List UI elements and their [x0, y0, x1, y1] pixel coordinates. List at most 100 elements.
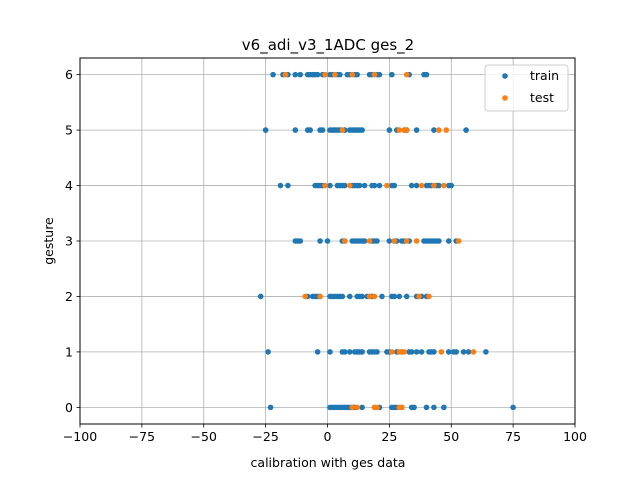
train-point	[445, 238, 452, 244]
train-point	[391, 293, 398, 300]
train-point	[374, 238, 380, 244]
train-point	[413, 349, 420, 355]
train-point	[448, 182, 455, 189]
test-point	[403, 71, 410, 78]
train-point	[463, 127, 469, 133]
train-point	[327, 182, 333, 189]
train-point	[413, 127, 420, 133]
train-point	[391, 182, 398, 189]
train-point	[270, 71, 276, 78]
x-tick-label: 50	[443, 429, 459, 444]
test-point	[317, 293, 323, 300]
train-point	[339, 293, 346, 300]
y-tick-label: 5	[65, 123, 73, 138]
legend-label-test: test	[530, 90, 554, 105]
test-point	[346, 182, 353, 189]
test-point	[342, 238, 348, 244]
train-point	[297, 238, 304, 244]
train-point	[376, 71, 383, 78]
test-point	[455, 238, 462, 244]
train-point	[267, 404, 274, 411]
train-point	[376, 182, 383, 189]
train-point	[396, 293, 403, 300]
train-point	[418, 349, 425, 355]
train-point	[307, 127, 313, 133]
train-point	[277, 182, 284, 189]
train-point	[257, 293, 264, 300]
train-point	[423, 404, 430, 411]
test-point	[403, 238, 410, 244]
test-point	[366, 293, 373, 300]
train-point	[317, 238, 323, 244]
test-point	[371, 293, 378, 300]
y-tick-label: 2	[65, 289, 73, 304]
legend-label-train: train	[530, 68, 559, 83]
test-point	[426, 293, 432, 300]
test-point	[322, 182, 328, 189]
test-point	[396, 127, 403, 133]
y-axis-label: gesture	[41, 217, 56, 265]
train-point	[324, 238, 331, 244]
test-point	[354, 404, 361, 411]
legend-marker-test	[502, 95, 508, 101]
train-point	[483, 349, 489, 355]
train-point	[359, 127, 365, 133]
train-point	[342, 182, 348, 189]
test-point	[302, 293, 309, 300]
y-tick-label: 0	[65, 400, 73, 415]
test-point	[438, 349, 445, 355]
train-point	[356, 182, 363, 189]
test-point	[374, 404, 380, 411]
train-point	[465, 349, 472, 355]
legend-marker-train	[502, 73, 508, 79]
test-point	[339, 127, 346, 133]
train-point	[265, 349, 271, 355]
train-point	[359, 349, 365, 355]
train-point	[374, 349, 380, 355]
test-point	[403, 127, 410, 133]
x-tick-label: 0	[324, 429, 332, 444]
test-point	[332, 71, 338, 78]
train-point	[423, 71, 430, 78]
x-tick-label: 100	[563, 429, 587, 444]
test-point	[366, 238, 373, 244]
train-point	[292, 71, 299, 78]
train-point	[445, 349, 452, 355]
test-point	[389, 349, 395, 355]
train-point	[361, 182, 368, 189]
x-tick-label: −75	[129, 429, 155, 444]
test-point	[441, 182, 447, 189]
test-point	[349, 71, 356, 78]
legend: train test	[484, 64, 569, 112]
data-points	[257, 71, 516, 411]
train-point	[337, 71, 343, 78]
train-point	[359, 293, 365, 300]
test-point	[371, 71, 378, 78]
train-point	[386, 238, 393, 244]
test-point	[416, 293, 422, 300]
test-point	[398, 404, 405, 411]
train-point	[342, 349, 348, 355]
train-point	[389, 71, 395, 78]
test-point	[384, 182, 390, 189]
series-test	[282, 71, 477, 411]
train-point	[285, 182, 291, 189]
train-point	[386, 127, 393, 133]
train-point	[408, 349, 415, 355]
train-point	[327, 349, 333, 355]
train-point	[408, 182, 415, 189]
train-point	[453, 349, 460, 355]
train-point	[314, 349, 321, 355]
train-point	[460, 349, 467, 355]
test-point	[443, 127, 450, 133]
x-axis-label: calibration with ges data	[251, 455, 406, 470]
train-point	[379, 293, 385, 300]
y-tick-label: 3	[65, 234, 73, 249]
test-point	[401, 349, 408, 355]
test-point	[282, 71, 289, 78]
axis-ticks: −100 −75 −50 −25 0 25 50 75 100 0 1 2 3 4 5 6	[63, 67, 587, 444]
test-point	[391, 238, 398, 244]
train-point	[359, 404, 365, 411]
x-tick-label: −25	[252, 429, 278, 444]
